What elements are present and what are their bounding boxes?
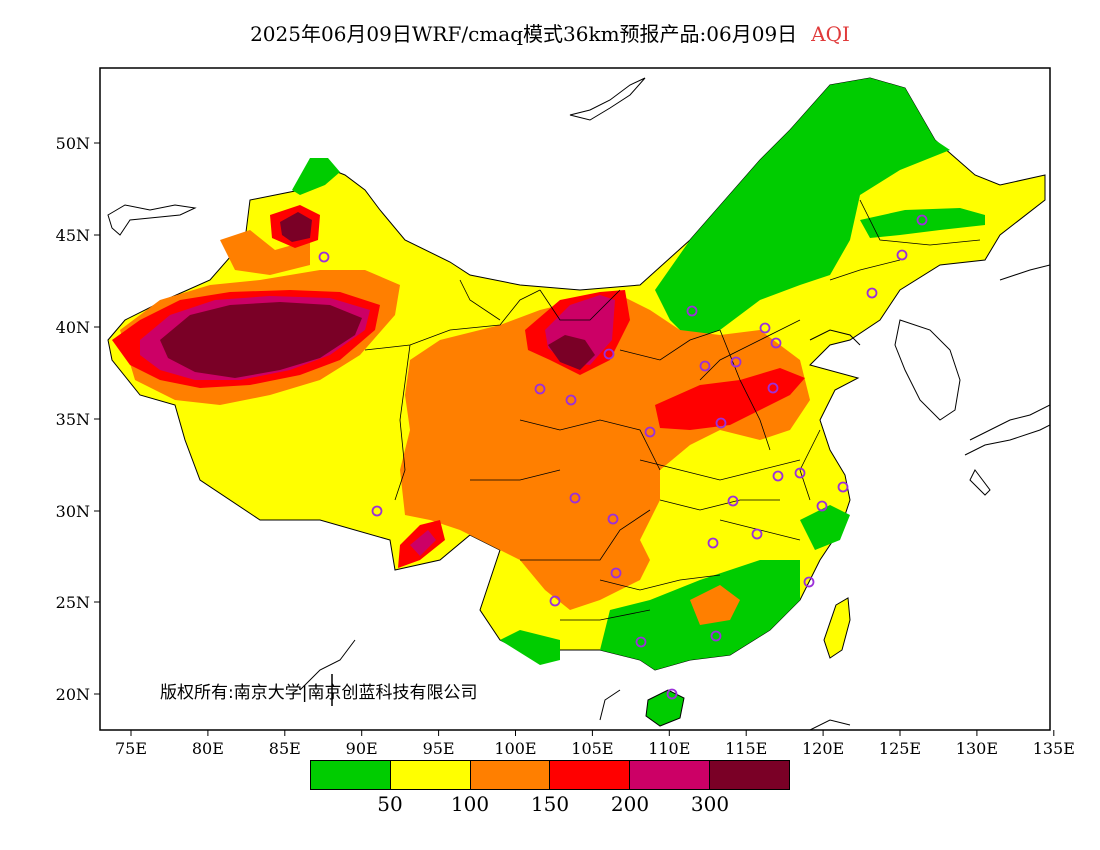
legend-label: 100: [450, 792, 490, 816]
city-marker: [666, 688, 678, 700]
city-marker: [767, 382, 779, 394]
y-tick-label: 25N: [56, 593, 90, 612]
title-main: 2025年06月09日WRF/cmaq模式36km预报产品:06月09日: [250, 22, 798, 46]
aqi-zone-orange-north: [220, 230, 310, 275]
x-tick-label: 125E: [879, 739, 921, 758]
x-tick-label: 75E: [115, 739, 147, 758]
city-marker: [837, 481, 849, 493]
y-axis: 50N 45N 40N 35N 30N 25N 20N: [56, 134, 100, 704]
x-tick-label: 85E: [269, 739, 301, 758]
legend-swatch: [629, 761, 710, 789]
city-marker: [896, 249, 908, 261]
city-marker: [772, 470, 784, 482]
city-marker: [699, 360, 711, 372]
city-markers: [318, 214, 928, 700]
y-tick-label: 40N: [56, 318, 90, 337]
city-marker: [644, 426, 656, 438]
city-marker: [371, 505, 383, 517]
legend-swatch: [469, 761, 550, 789]
legend-label: 200: [610, 792, 650, 816]
aqi-zone-hainan: [645, 689, 685, 727]
aqi-zone-maroon-dzungaria: [280, 212, 312, 242]
city-marker: [803, 576, 815, 588]
x-tick-label: 105E: [571, 739, 613, 758]
legend-swatch: [389, 761, 470, 789]
city-marker: [715, 417, 727, 429]
y-tick-label: 45N: [56, 226, 90, 245]
aqi-zone-red-northchina: [655, 368, 805, 430]
x-tick-label: 130E: [956, 739, 998, 758]
aqi-zone-green-heilongjiang: [860, 208, 985, 238]
city-marker: [916, 214, 928, 226]
aqi-zone-green-northeast: [655, 78, 950, 340]
x-tick-label: 90E: [346, 739, 378, 758]
y-tick-label: 30N: [56, 502, 90, 521]
city-marker: [607, 513, 619, 525]
city-marker: [727, 495, 739, 507]
aqi-zone-green-yunnan: [500, 630, 560, 665]
y-tick-label: 20N: [56, 685, 90, 704]
foreign-coastlines: [107, 77, 1050, 730]
city-marker: [794, 467, 806, 479]
aqi-zone-maroon-tarim: [160, 302, 362, 378]
legend-swatch: [709, 761, 789, 789]
legend-label: 300: [690, 792, 730, 816]
city-marker: [707, 537, 719, 549]
title-variable: AQI: [811, 22, 850, 46]
aqi-zone-green-altai: [292, 158, 340, 195]
y-tick-label: 50N: [56, 134, 90, 153]
map-title: 2025年06月09日WRF/cmaq模式36km预报产品:06月09日 AQI: [0, 18, 1100, 47]
legend-label: 150: [530, 792, 570, 816]
city-marker: [751, 528, 763, 540]
city-marker: [686, 305, 698, 317]
x-tick-label: 135E: [1033, 739, 1075, 758]
city-marker: [603, 348, 615, 360]
x-axis: 75E 80E 85E 90E 95E 100E 105E 110E 115E 120E 125E 1…: [115, 730, 1075, 758]
x-tick-label: 120E: [802, 739, 844, 758]
x-tick-label: 110E: [648, 739, 690, 758]
city-marker: [565, 394, 577, 406]
aqi-zone-orange-east: [690, 585, 740, 625]
legend-swatch: [549, 761, 630, 789]
color-legend: [310, 760, 790, 790]
city-marker: [816, 500, 828, 512]
city-marker: [759, 322, 771, 334]
province-borders: [364, 199, 981, 621]
city-marker: [569, 492, 581, 504]
aqi-zone-green-east: [800, 505, 850, 550]
city-marker: [730, 356, 742, 368]
city-marker: [866, 287, 878, 299]
map-content: [107, 77, 1050, 730]
aqi-zone-purple-tibet: [410, 530, 436, 556]
map-frame: [99, 67, 1051, 731]
city-marker: [549, 595, 561, 607]
x-tick-label: 100E: [494, 739, 536, 758]
x-tick-label: 95E: [423, 739, 455, 758]
y-tick-label: 35N: [56, 410, 90, 429]
legend-label: 50: [377, 792, 403, 816]
city-marker: [534, 383, 546, 395]
aqi-zone-taiwan: [823, 597, 851, 659]
copyright-text: 版权所有:南京大学|南京创蓝科技有限公司: [160, 683, 478, 703]
legend-swatch: [311, 761, 390, 789]
city-marker: [318, 251, 330, 263]
city-marker: [770, 337, 782, 349]
city-marker: [610, 567, 622, 579]
city-marker: [635, 636, 647, 648]
x-tick-label: 80E: [192, 739, 224, 758]
aqi-zone-orange-central: [400, 295, 810, 610]
x-tick-label: 115E: [725, 739, 767, 758]
aqi-zone-maroon-ningxia: [548, 335, 595, 370]
city-marker: [710, 630, 722, 642]
